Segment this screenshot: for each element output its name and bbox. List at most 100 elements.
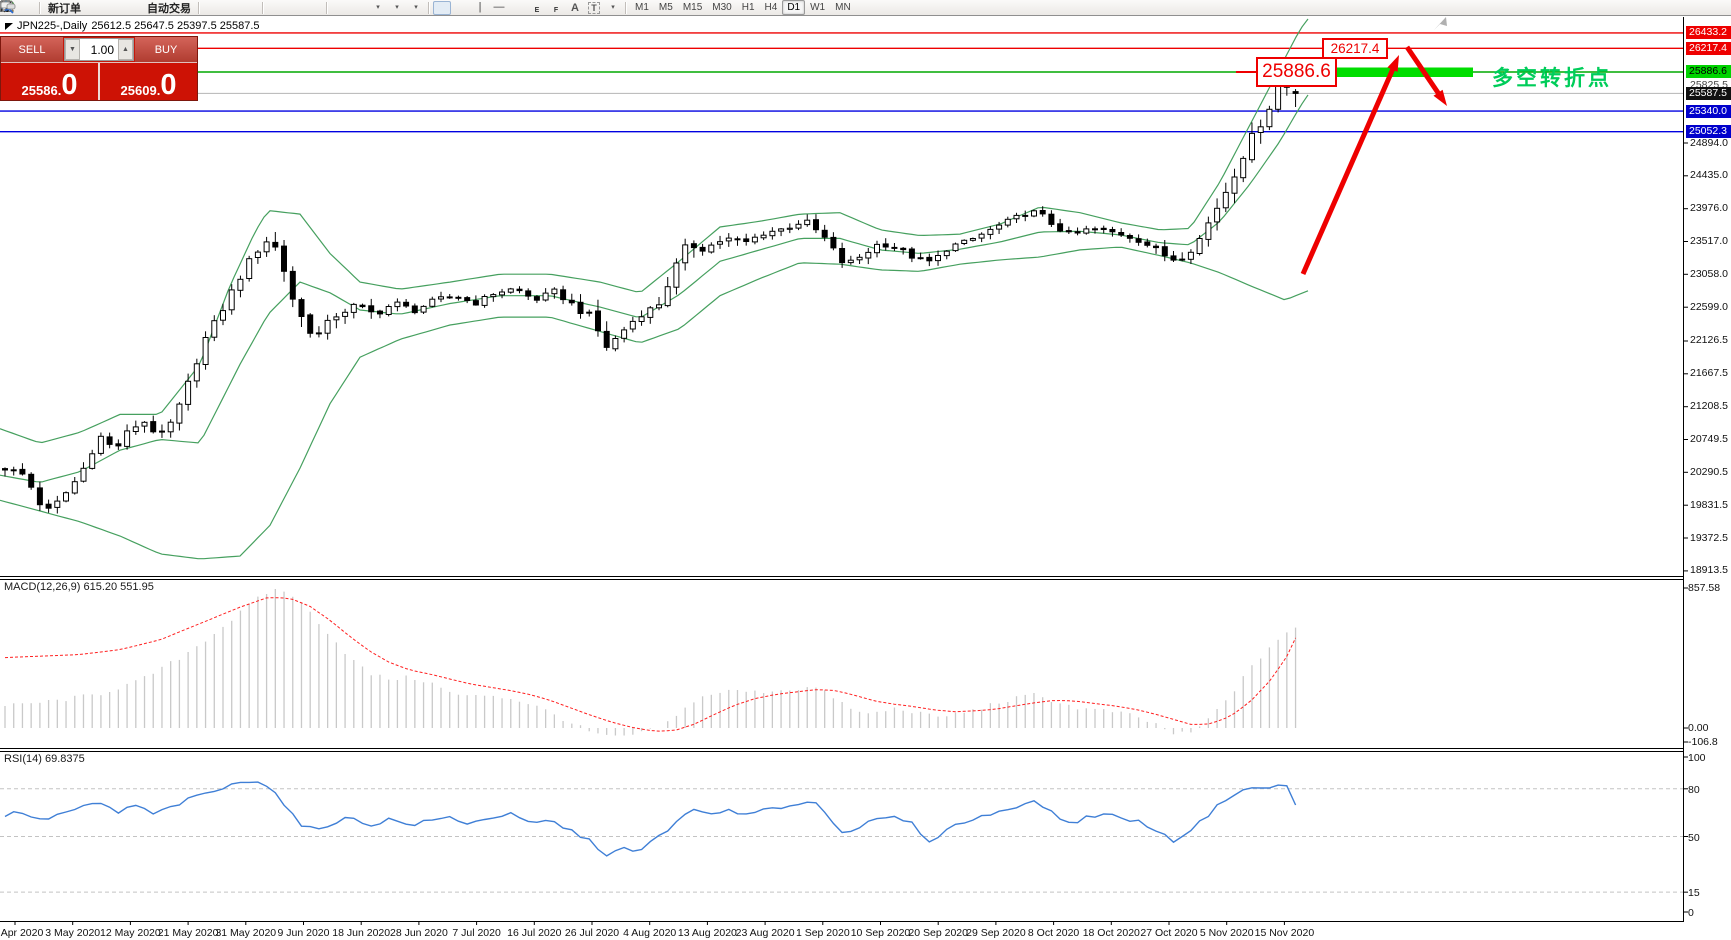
volume-stepper: ▼ 1.00 ▲ xyxy=(64,38,134,61)
bearish-reversal-arrow[interactable] xyxy=(1404,45,1447,106)
date-axis-label: 7 Jul 2020 xyxy=(452,927,501,939)
text-tool[interactable]: A xyxy=(566,1,584,15)
timeframe-button-m15[interactable]: M15 xyxy=(682,2,703,13)
timeframe-button-d1[interactable]: D1 xyxy=(782,0,806,15)
timeframe-button-w1[interactable]: W1 xyxy=(810,2,826,13)
sell-price-tile[interactable]: 25586. 0 xyxy=(1,63,98,100)
chevron-down-icon: ▾ xyxy=(376,4,380,11)
bollinger-lower-band xyxy=(0,246,1309,560)
autotrading-button[interactable]: 自动交易 xyxy=(1,1,195,15)
channel-tool[interactable]: E xyxy=(0,1,546,15)
rsi-axis-tick: 50 xyxy=(1688,831,1700,844)
price-axis-tick: 21208.5 xyxy=(1690,400,1728,413)
date-axis-label: 13 Aug 2020 xyxy=(677,927,737,939)
label-tool-label: T xyxy=(588,1,600,14)
gray-arrow-marker xyxy=(1434,17,1447,30)
template-dropdown[interactable]: ▾ xyxy=(0,1,425,15)
chat-icon[interactable] xyxy=(0,1,1725,15)
date-axis-label: 12 May 2020 xyxy=(100,927,161,939)
zoom-in-icon[interactable] xyxy=(1,1,285,15)
price-axis-tick: 23976.0 xyxy=(1690,202,1728,215)
macd-histogram-series xyxy=(4,589,1297,736)
buy-button[interactable]: BUY xyxy=(135,37,197,62)
volume-value[interactable]: 1.00 xyxy=(90,42,114,57)
panel-borders xyxy=(0,17,1688,925)
crosshair-tool[interactable] xyxy=(1,1,470,15)
candlestick-chart-type-icon[interactable] xyxy=(2,1,240,15)
symbol-icon xyxy=(5,22,13,30)
search-icon[interactable] xyxy=(1,1,1703,15)
zoom-preview-icon[interactable] xyxy=(0,1,36,15)
bullish-trend-arrow[interactable] xyxy=(1300,55,1399,276)
period-dropdown[interactable]: ▾ xyxy=(1,1,406,15)
date-axis-label: 18 Jun 2020 xyxy=(332,927,391,939)
rsi-line xyxy=(4,781,1297,857)
sell-button[interactable]: SELL xyxy=(1,37,63,62)
volume-decrease-button[interactable]: ▼ xyxy=(65,39,80,60)
navigator-icon[interactable] xyxy=(1,1,142,15)
rsi-axis-tick: 80 xyxy=(1688,783,1700,796)
add-indicator-dropdown[interactable]: ▾ xyxy=(2,1,387,15)
cursor-tool[interactable] xyxy=(2,0,451,15)
macd-values: 615.20 551.95 xyxy=(83,581,154,593)
date-axis-label: 15 Nov 2020 xyxy=(1254,927,1315,939)
data-window-icon[interactable] xyxy=(1,1,123,15)
price-axis-tick: 24894.0 xyxy=(1690,136,1728,149)
buy-price-tile[interactable]: 25609. 0 xyxy=(98,63,197,100)
price-axis-tick: 23517.0 xyxy=(1690,235,1728,247)
rsi-axis-tick: 0 xyxy=(1688,907,1694,919)
price-axis-tick: 21667.5 xyxy=(1690,367,1728,380)
autotrading-label: 自动交易 xyxy=(147,2,191,15)
volume-increase-button[interactable]: ▲ xyxy=(118,39,133,60)
horizontal-line-tool[interactable]: — xyxy=(493,1,505,13)
timeframe-button-m30[interactable]: M30 xyxy=(712,2,732,13)
resistance-price-label[interactable]: 26217.4 xyxy=(1322,38,1388,59)
date-axis-label: 29 Sep 2020 xyxy=(966,927,1026,939)
toolbar-separator xyxy=(262,1,264,14)
chart-window-icon[interactable] xyxy=(0,1,17,15)
chart-shift-icon[interactable] xyxy=(1,1,368,15)
date-axis-label: 9 Jun 2020 xyxy=(277,927,330,939)
fibonacci-tool-label: F xyxy=(553,6,559,14)
date-axis-label: 1 Sep 2020 xyxy=(795,927,850,939)
timeframe-button-mn[interactable]: MN xyxy=(835,2,851,13)
rsi-axis-tick: 100 xyxy=(1688,752,1706,764)
date-axis-label: 28 Jun 2020 xyxy=(389,927,448,939)
date-axis-label: 10 Sep 2020 xyxy=(850,927,911,939)
chart-ohlc-values: 25612.5 25647.5 25397.5 25587.5 xyxy=(91,20,260,32)
line-chart-type-icon[interactable] xyxy=(0,1,259,15)
support-zone-bar[interactable] xyxy=(1337,67,1473,78)
tile-windows-icon[interactable] xyxy=(1,1,323,15)
timeframe-button-m5[interactable]: M5 xyxy=(658,2,673,13)
chart-title: JPN225-,Daily 25612.5 25647.5 25397.5 25… xyxy=(5,20,260,32)
shapes-dropdown[interactable]: ▾ xyxy=(1,0,622,15)
text-label-tool[interactable]: T xyxy=(585,1,603,15)
bar-chart-type-icon[interactable] xyxy=(1,1,221,15)
sell-price-int: 25586 xyxy=(21,82,58,98)
date-axis-label: 5 Nov 2020 xyxy=(1199,927,1254,939)
rsi-axis-tick: 15 xyxy=(1688,887,1700,900)
fibonacci-tool[interactable]: F xyxy=(1,1,565,15)
zoom-out-icon[interactable] xyxy=(1,1,304,15)
new-order-button[interactable]: 新订单 xyxy=(1,0,85,15)
toolbar-separator xyxy=(198,1,200,14)
date-axis-label: 8 Oct 2020 xyxy=(1027,927,1080,939)
toolbar-right-group xyxy=(0,1,1729,15)
trendline-tool[interactable] xyxy=(0,1,527,15)
price-badge-25340.0: 25340.0 xyxy=(1686,104,1731,118)
support-price-label[interactable]: 25886.6 xyxy=(1256,57,1337,87)
auto-scroll-icon[interactable] xyxy=(1,0,349,15)
date-axis-label: 31 May 2020 xyxy=(215,927,277,939)
price-axis-tick: 19372.5 xyxy=(1690,531,1728,544)
market-watch-icon[interactable] xyxy=(1,1,104,15)
turning-point-note[interactable]: 多空转折点 xyxy=(1492,67,1612,90)
timeframe-button-h4[interactable]: H4 xyxy=(764,2,778,13)
date-axis-label: 4 Aug 2020 xyxy=(623,927,677,939)
vertical-line-tool[interactable]: | xyxy=(478,1,482,13)
macd-axis-tick: 0.00 xyxy=(1688,721,1709,734)
timeframe-button-m1[interactable]: M1 xyxy=(635,2,649,13)
candlestick-series xyxy=(2,72,1299,514)
timeframe-button-h1[interactable]: H1 xyxy=(741,2,755,13)
chevron-down-icon: ▾ xyxy=(395,4,399,11)
